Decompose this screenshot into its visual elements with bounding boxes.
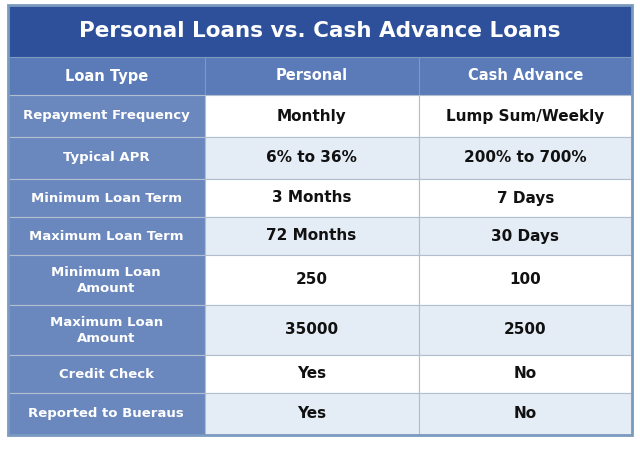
Bar: [205, 179, 419, 217]
Text: Minimum Loan
Amount: Minimum Loan Amount: [51, 265, 161, 294]
Bar: [419, 305, 632, 355]
Bar: [419, 179, 632, 217]
Bar: [8, 57, 205, 95]
Bar: [8, 305, 205, 355]
Text: Personal Loans vs. Cash Advance Loans: Personal Loans vs. Cash Advance Loans: [79, 21, 561, 41]
Bar: [8, 393, 205, 435]
Bar: [419, 393, 632, 435]
Text: Minimum Loan Term: Minimum Loan Term: [31, 192, 182, 204]
Text: Yes: Yes: [297, 406, 326, 421]
Text: Cash Advance: Cash Advance: [468, 68, 583, 83]
Bar: [205, 393, 419, 435]
Text: Reported to Bueraus: Reported to Bueraus: [28, 408, 184, 420]
Bar: [8, 179, 205, 217]
Text: 30 Days: 30 Days: [492, 228, 559, 244]
Bar: [419, 95, 632, 137]
Bar: [8, 355, 205, 393]
Bar: [205, 95, 419, 137]
Text: Monthly: Monthly: [276, 109, 346, 124]
Text: Loan Type: Loan Type: [65, 68, 148, 83]
Bar: [419, 355, 632, 393]
Text: 3 Months: 3 Months: [272, 191, 351, 206]
Bar: [205, 217, 419, 255]
Text: 100: 100: [509, 273, 541, 288]
Bar: [205, 305, 419, 355]
Text: Credit Check: Credit Check: [59, 367, 154, 381]
Text: 2500: 2500: [504, 323, 547, 337]
Text: 200% to 700%: 200% to 700%: [464, 150, 587, 165]
Text: Typical APR: Typical APR: [63, 151, 150, 164]
Bar: [419, 217, 632, 255]
Bar: [8, 217, 205, 255]
Bar: [205, 57, 419, 95]
Bar: [8, 255, 205, 305]
Bar: [419, 57, 632, 95]
Bar: [8, 137, 205, 179]
Bar: [419, 255, 632, 305]
Text: Repayment Frequency: Repayment Frequency: [23, 110, 189, 122]
Text: Yes: Yes: [297, 366, 326, 381]
Text: Personal: Personal: [275, 68, 348, 83]
Text: 35000: 35000: [285, 323, 338, 337]
Text: No: No: [514, 366, 537, 381]
Bar: [8, 5, 632, 57]
Text: 72 Months: 72 Months: [266, 228, 356, 244]
Bar: [8, 95, 205, 137]
Text: 6% to 36%: 6% to 36%: [266, 150, 357, 165]
Text: 250: 250: [296, 273, 328, 288]
Text: 7 Days: 7 Days: [497, 191, 554, 206]
Bar: [205, 137, 419, 179]
Bar: [205, 355, 419, 393]
Bar: [419, 137, 632, 179]
Text: No: No: [514, 406, 537, 421]
Text: Lump Sum/Weekly: Lump Sum/Weekly: [446, 109, 604, 124]
Text: Maximum Loan
Amount: Maximum Loan Amount: [50, 315, 163, 344]
Text: Maximum Loan Term: Maximum Loan Term: [29, 230, 184, 242]
Bar: [205, 255, 419, 305]
